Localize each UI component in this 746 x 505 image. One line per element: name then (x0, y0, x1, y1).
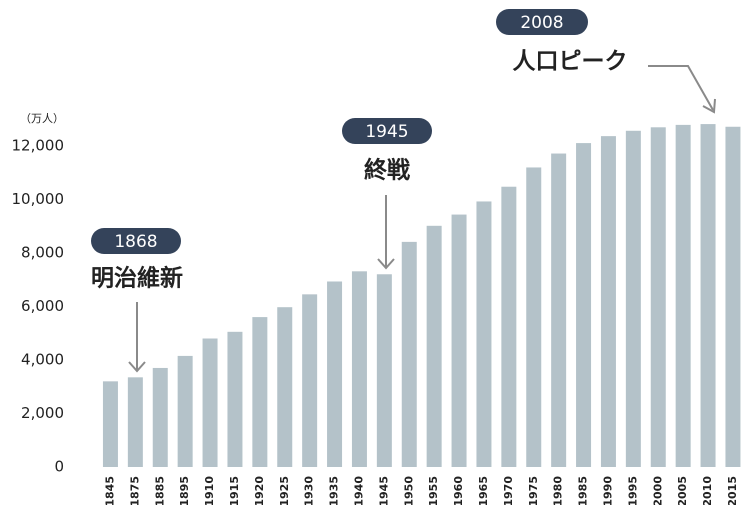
x-tick-label: 1920 (253, 476, 266, 505)
x-tick-label: 1990 (601, 476, 614, 505)
annotation-pill (342, 118, 432, 144)
x-tick-label: 2015 (726, 476, 739, 505)
x-tick-label: 1895 (178, 476, 191, 505)
arrow-head (702, 98, 716, 114)
x-tick-label: 1995 (626, 476, 639, 505)
x-tick-label: 1930 (303, 476, 316, 505)
y-tick-label: 8,000 (21, 243, 64, 261)
annotation-year: 1868 (114, 232, 157, 252)
bar (401, 241, 417, 467)
bar (327, 281, 343, 467)
annotation-year: 2008 (520, 13, 563, 33)
x-tick-label: 1970 (502, 476, 515, 505)
bar (202, 338, 218, 467)
y-tick-label: 2,000 (21, 404, 64, 422)
bar (675, 124, 691, 468)
arrow-head (128, 361, 146, 373)
bar (451, 214, 467, 467)
x-tick-label: 1925 (278, 476, 291, 505)
x-tick-label: 2010 (701, 476, 714, 505)
x-tick-label: 1935 (328, 476, 341, 505)
annotation-pill (91, 228, 181, 254)
bar (725, 126, 741, 468)
bar (177, 355, 193, 467)
annotation-text: 終戦 (364, 157, 410, 184)
annotation-text: 人口ピーク (513, 49, 628, 75)
x-tick-label: 1945 (377, 476, 390, 505)
arrow-head (377, 258, 395, 270)
bar (227, 331, 243, 467)
bar (302, 294, 318, 467)
x-tick-label: 1980 (552, 476, 565, 505)
bar (600, 136, 616, 467)
x-tick-label: 1960 (452, 476, 465, 505)
x-tick-label: 1975 (527, 476, 540, 505)
bar (277, 307, 293, 467)
bar (376, 274, 392, 467)
annotation-text: 明治維新 (91, 265, 183, 292)
y-tick-label: 12,000 (12, 136, 65, 154)
x-tick-label: 1845 (103, 476, 116, 505)
bar (102, 381, 118, 467)
annotation-year: 1945 (365, 122, 408, 142)
bar (152, 367, 168, 467)
x-tick-label: 1915 (228, 476, 241, 505)
x-tick-label: 1955 (427, 476, 440, 505)
x-tick-label: 1940 (352, 476, 365, 505)
x-tick-label: 1965 (477, 476, 490, 505)
annotation-arrow (648, 65, 714, 111)
bar (127, 377, 143, 467)
y-tick-label: 6,000 (21, 297, 64, 315)
bar (650, 127, 666, 467)
bar (700, 124, 716, 467)
x-tick-label: 1910 (203, 476, 216, 505)
bar (252, 317, 268, 467)
x-tick-label: 2005 (676, 476, 689, 505)
y-tick-label: 10,000 (12, 190, 65, 208)
bar (426, 225, 442, 467)
bar (625, 130, 641, 468)
annotation-pill (496, 9, 588, 35)
x-tick-label: 2000 (651, 476, 664, 505)
x-tick-label: 1885 (153, 476, 166, 505)
y-tick-label: 4,000 (21, 350, 64, 368)
x-tick-label: 1985 (577, 476, 590, 505)
bar (476, 201, 492, 468)
bar (351, 271, 367, 467)
bar (551, 153, 567, 468)
bar (526, 167, 542, 467)
bar (501, 186, 517, 468)
x-tick-label: 1950 (402, 476, 415, 505)
x-tick-label: 1875 (128, 476, 141, 505)
bar (576, 143, 592, 468)
unit-label: （万人） (20, 112, 64, 125)
y-tick-label: 0 (54, 458, 64, 476)
